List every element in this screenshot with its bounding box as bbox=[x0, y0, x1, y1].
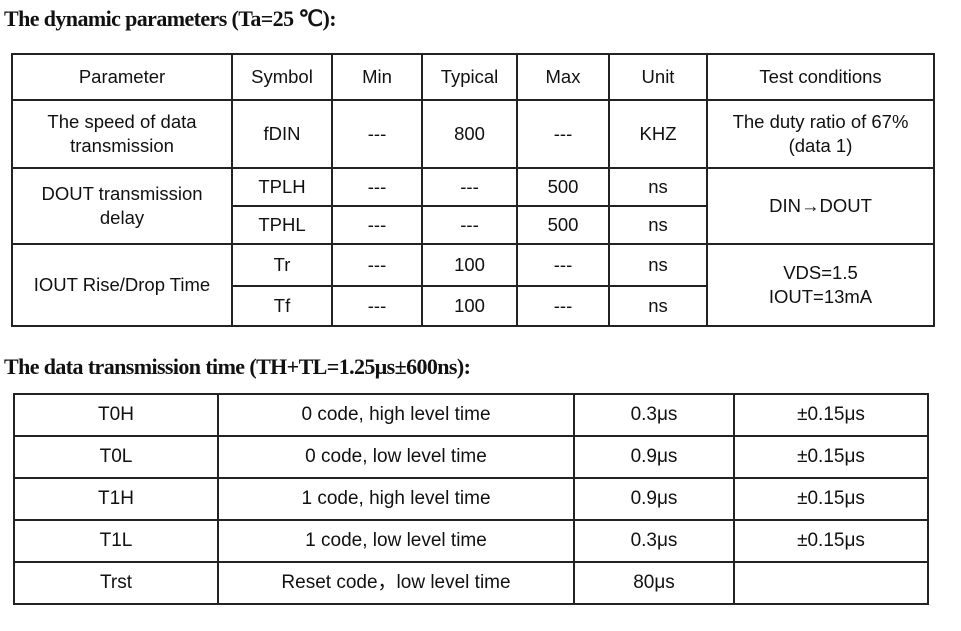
code-name-cell: T0L bbox=[13, 435, 219, 479]
tolerance-cell: ±0.15μs bbox=[733, 435, 929, 479]
transmission-time-heading: The data transmission time (TH+TL=1.25μs… bbox=[4, 354, 471, 379]
header-cell: Typical bbox=[421, 53, 518, 101]
test-conditions-cell: DIN→DOUT bbox=[706, 167, 935, 245]
tolerance-cell: ±0.15μs bbox=[733, 393, 929, 437]
unit-cell: ns bbox=[608, 205, 708, 245]
description-cell: 1 code, high level time bbox=[217, 477, 575, 521]
min-cell: --- bbox=[331, 167, 423, 207]
transmission-time-table: T0H 0 code, high level time 0.3μs ±0.15μ… bbox=[13, 393, 929, 605]
header-cell: Symbol bbox=[231, 53, 333, 101]
tolerance-cell bbox=[733, 561, 929, 605]
max-cell: 500 bbox=[516, 205, 610, 245]
parameter-cell: IOUT Rise/Drop Time bbox=[11, 243, 233, 327]
value-cell: 0.3μs bbox=[573, 519, 735, 563]
table-row: T1H 1 code, high level time 0.9μs ±0.15μ… bbox=[13, 477, 929, 521]
description-cell: 0 code, high level time bbox=[217, 393, 575, 437]
typical-cell: 800 bbox=[421, 99, 518, 169]
table-row: The speed of data transmission fDIN --- … bbox=[11, 99, 935, 169]
min-cell: --- bbox=[331, 243, 423, 287]
typical-cell: 100 bbox=[421, 243, 518, 287]
code-name-cell: Trst bbox=[13, 561, 219, 605]
header-cell: Parameter bbox=[11, 53, 233, 101]
min-cell: --- bbox=[331, 99, 423, 169]
unit-cell: KHZ bbox=[608, 99, 708, 169]
value-cell: 0.9μs bbox=[573, 477, 735, 521]
test-conditions-cell: The duty ratio of 67% (data 1) bbox=[706, 99, 935, 169]
table-row: T1L 1 code, low level time 0.3μs ±0.15μs bbox=[13, 519, 929, 563]
value-cell: 80μs bbox=[573, 561, 735, 605]
value-cell: 0.3μs bbox=[573, 393, 735, 437]
min-cell: --- bbox=[331, 285, 423, 327]
table-row: Tf --- 100 --- ns bbox=[12, 285, 934, 327]
dynamic-parameters-heading: The dynamic parameters (Ta=25 ℃): bbox=[4, 6, 337, 31]
tolerance-cell: ±0.15μs bbox=[733, 477, 929, 521]
code-name-cell: T1H bbox=[13, 477, 219, 521]
dynamic-parameters-table: Parameter Symbol Min Typical Max Unit Te… bbox=[11, 53, 935, 327]
value-cell: 0.9μs bbox=[573, 435, 735, 479]
symbol-cell: fDIN bbox=[231, 99, 333, 169]
symbol-cell: Tf bbox=[231, 285, 333, 327]
header-cell: Test conditions bbox=[706, 53, 935, 101]
test-condition-line: IOUT=13mA bbox=[768, 286, 873, 307]
typical-cell: --- bbox=[421, 167, 518, 207]
header-cell: Unit bbox=[608, 53, 708, 101]
unit-cell: ns bbox=[608, 285, 708, 327]
max-cell: --- bbox=[516, 99, 610, 169]
code-name-cell: T0H bbox=[13, 393, 219, 437]
table-row: TPHL --- --- 500 ns bbox=[12, 205, 934, 245]
table-row: DOUT transmission delay TPLH --- --- 500… bbox=[11, 167, 935, 245]
table-header-row: Parameter Symbol Min Typical Max Unit Te… bbox=[11, 53, 935, 101]
parameter-cell: The speed of data transmission bbox=[11, 99, 233, 169]
description-cell: 1 code, low level time bbox=[217, 519, 575, 563]
test-conditions-cell: VDS=1.5 IOUT=13mA bbox=[706, 243, 935, 327]
table-row: T0L 0 code, low level time 0.9μs ±0.15μs bbox=[13, 435, 929, 479]
test-condition-line: VDS=1.5 bbox=[783, 262, 858, 283]
header-cell: Min bbox=[331, 53, 423, 101]
max-cell: 500 bbox=[516, 167, 610, 207]
symbol-cell: Tr bbox=[231, 243, 333, 287]
header-cell: Max bbox=[516, 53, 610, 101]
unit-cell: ns bbox=[608, 243, 708, 287]
table-row: T0H 0 code, high level time 0.3μs ±0.15μ… bbox=[13, 393, 929, 437]
max-cell: --- bbox=[516, 243, 610, 287]
symbol-cell: TPHL bbox=[231, 205, 333, 245]
table-row: IOUT Rise/Drop Time Tr --- 100 --- ns VD… bbox=[11, 243, 935, 327]
table-row: Trst Reset code，low level time 80μs bbox=[13, 561, 929, 605]
parameter-cell: DOUT transmission delay bbox=[11, 167, 233, 245]
max-cell: --- bbox=[516, 285, 610, 327]
typical-cell: --- bbox=[421, 205, 518, 245]
symbol-cell: TPLH bbox=[231, 167, 333, 207]
description-cell: Reset code，low level time bbox=[217, 561, 575, 605]
description-cell: 0 code, low level time bbox=[217, 435, 575, 479]
unit-cell: ns bbox=[608, 167, 708, 207]
tolerance-cell: ±0.15μs bbox=[733, 519, 929, 563]
typical-cell: 100 bbox=[421, 285, 518, 327]
min-cell: --- bbox=[331, 205, 423, 245]
code-name-cell: T1L bbox=[13, 519, 219, 563]
